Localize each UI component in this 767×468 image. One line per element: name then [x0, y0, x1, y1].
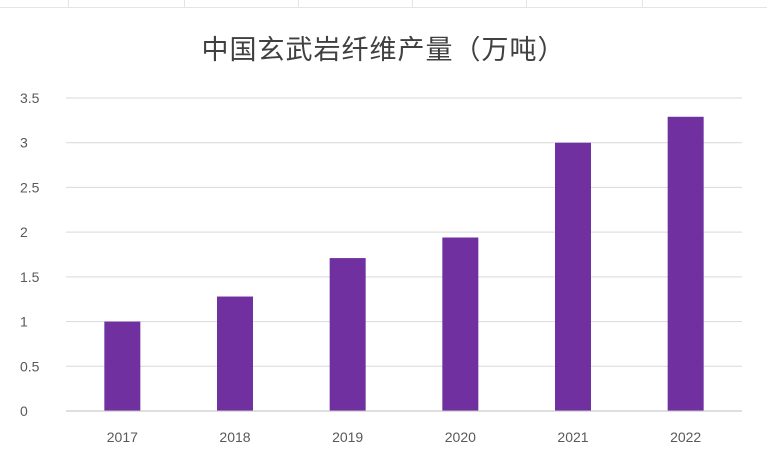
bar-2021 — [555, 142, 591, 411]
x-tick-label: 2021 — [557, 429, 588, 445]
y-tick-label: 1.5 — [20, 269, 40, 285]
strip-divider — [526, 0, 527, 8]
strip-divider — [642, 0, 643, 8]
gridlines — [66, 97, 742, 367]
strip-divider — [68, 0, 69, 8]
y-tick-label: 0.5 — [20, 358, 40, 374]
strip-divider — [298, 0, 299, 8]
y-tick-label: 2.5 — [20, 179, 40, 195]
x-tick-labels: 2017 2018 2019 2020 2021 2022 — [107, 429, 702, 445]
x-tick-label: 2017 — [107, 429, 138, 445]
y-tick-label: 0 — [20, 403, 28, 419]
bar-2017 — [104, 321, 141, 411]
y-tick-label: 1 — [20, 314, 28, 330]
bar-2020 — [442, 237, 479, 411]
y-tick-label: 2 — [20, 224, 28, 240]
x-tick-label: 2022 — [670, 429, 701, 445]
strip-divider — [184, 0, 185, 8]
y-tick-labels: 0 0.5 1 1.5 2 2.5 3 3.5 — [20, 90, 40, 419]
y-tick-label: 3.5 — [20, 90, 40, 106]
top-border-strip — [0, 0, 767, 8]
bar-2022 — [667, 116, 704, 411]
strip-divider — [412, 0, 413, 8]
bar-2019 — [329, 258, 366, 411]
x-tick-label: 2018 — [219, 429, 250, 445]
x-tick-label: 2019 — [332, 429, 363, 445]
y-tick-label: 3 — [20, 135, 28, 151]
x-tick-label: 2020 — [445, 429, 476, 445]
chart-title: 中国玄武岩纤维产量（万吨） — [201, 35, 566, 66]
bars — [104, 116, 704, 411]
bar-2018 — [217, 296, 253, 411]
